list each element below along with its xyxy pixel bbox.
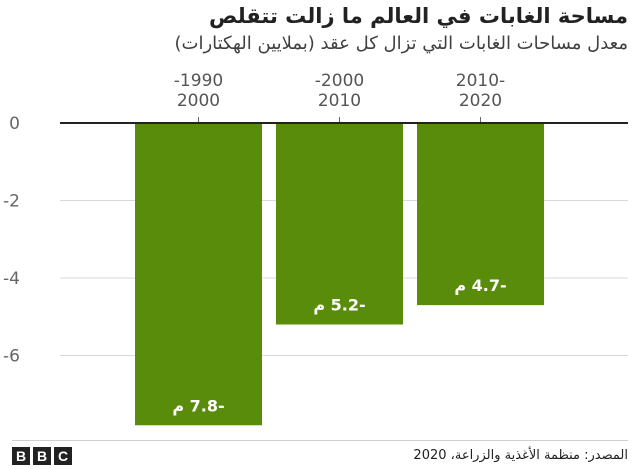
bar xyxy=(135,123,262,426)
bbc-logo-letter: C xyxy=(54,447,72,465)
bars xyxy=(135,123,544,426)
bbc-logo-letter: B xyxy=(33,447,51,465)
y-axis-ticks: 0 2- م 4- م 6- م xyxy=(0,114,20,367)
x-tick-label: 2010 xyxy=(318,91,361,111)
bbc-logo-letter: B xyxy=(12,447,30,465)
x-tick-label: 2010- xyxy=(456,71,505,91)
y-tick-label: 6- م xyxy=(0,347,20,367)
x-tick-label: -2000 xyxy=(315,71,364,91)
chart-subtitle: معدل مساحات الغابات التي تزال كل عقد (بم… xyxy=(174,33,628,54)
bar-value-label: -4.7 م xyxy=(454,276,506,295)
y-tick-label: 4- م xyxy=(0,269,20,289)
bbc-logo: B B C xyxy=(12,447,72,465)
bar-value-label: -7.8 م xyxy=(172,396,224,415)
bar xyxy=(417,123,544,306)
bar xyxy=(276,123,403,325)
y-tick-label: 0 xyxy=(9,114,20,134)
x-tick-label: 2000 xyxy=(177,91,220,111)
x-tick-label: 2020 xyxy=(459,91,502,111)
bar-value-label: -5.2 م xyxy=(313,296,365,315)
y-tick-label: 2- م xyxy=(0,192,20,212)
x-tick-label: -1990 xyxy=(174,71,223,91)
bar-value-labels: -7.8 م -5.2 م -4.7 م xyxy=(172,276,506,415)
chart-title: مساحة الغابات في العالم ما زالت تتقلص xyxy=(209,4,628,28)
source-note: المصدر: منظمة الأغذية والزراعة، 2020 xyxy=(413,448,628,463)
footer-divider xyxy=(12,440,628,441)
